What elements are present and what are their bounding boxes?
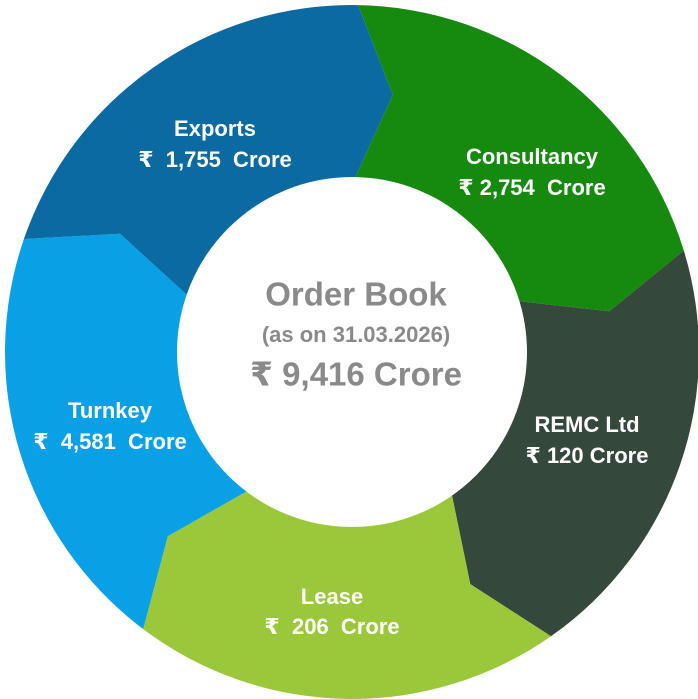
segment-name: Lease (301, 584, 363, 609)
segment-amount: ₹ 4,581 Crore (33, 429, 187, 454)
segment-amount: ₹ 2,754 Crore (458, 175, 605, 200)
segment-name: REMC Ltd (534, 412, 639, 437)
segment-amount: ₹ 120 Crore (526, 443, 649, 468)
center-hole (177, 177, 527, 527)
segment-name: Exports (174, 116, 256, 141)
segment-name: Consultancy (466, 144, 599, 169)
ring (5, 5, 698, 699)
segment (355, 5, 684, 312)
segment (23, 5, 393, 296)
segment-amount: ₹ 206 Crore (264, 614, 399, 639)
segment-amount: ₹ 1,755 Crore (138, 147, 292, 172)
center-total: ₹ 9,416 Crore (250, 356, 462, 393)
center-subtitle: (as on 31.03.2026) (262, 322, 450, 347)
segment (451, 250, 698, 637)
center-title: Order Book (265, 276, 447, 313)
segment (5, 233, 248, 630)
segment-name: Turnkey (68, 398, 153, 423)
segment (143, 491, 551, 699)
